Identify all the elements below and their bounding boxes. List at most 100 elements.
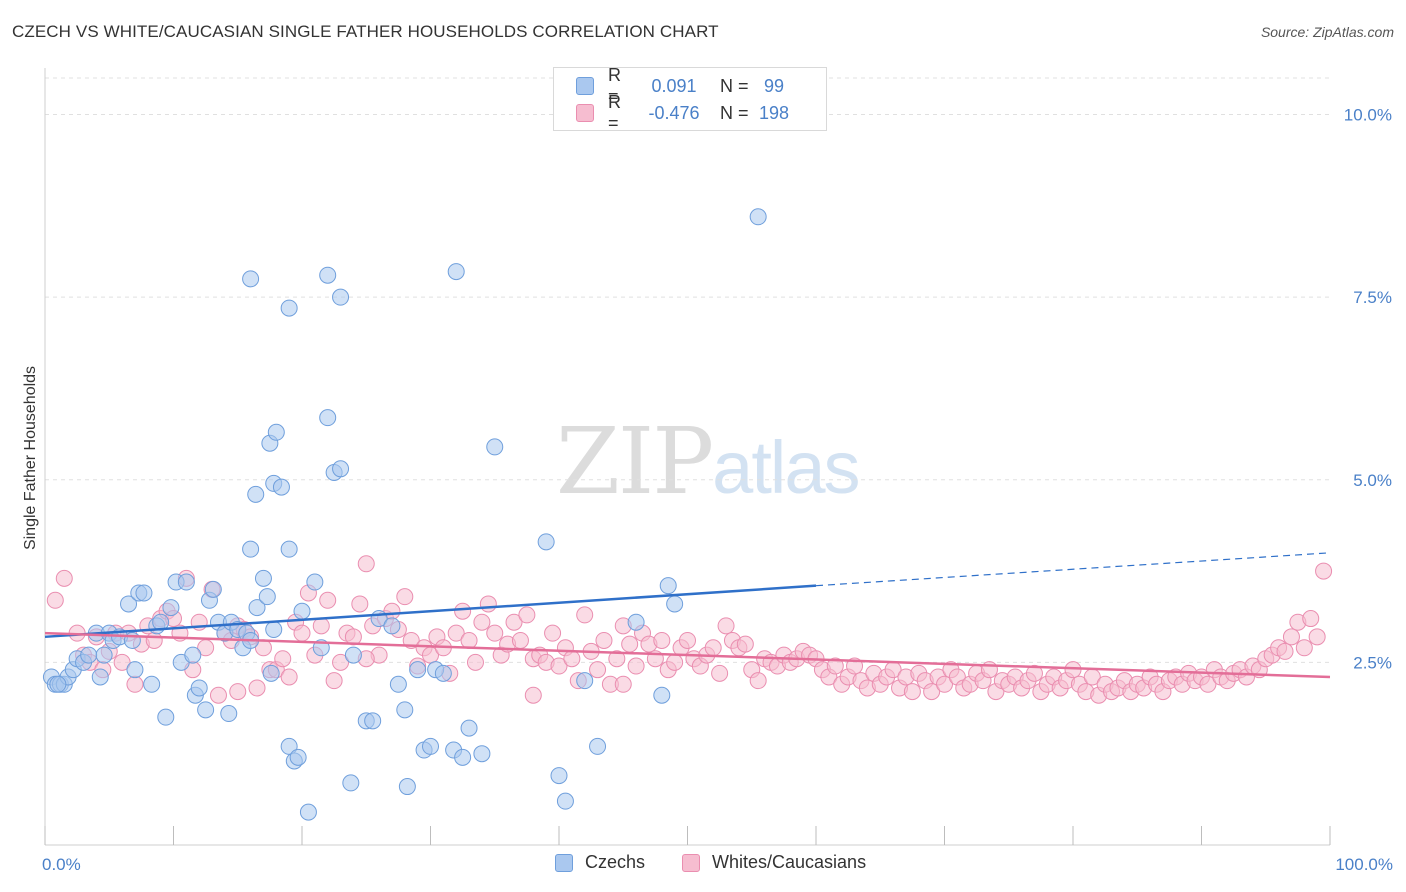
legend-n-label: N = [720,102,749,123]
white-point [614,675,632,693]
legend-r-label: R = [608,65,621,106]
legend-item-whites[interactable]: Whites/Caucasians [682,852,866,873]
czech-point [220,705,238,723]
white-point [589,661,607,679]
czech-point [589,737,607,755]
czech-point [396,701,414,719]
czech-point [460,719,478,737]
czech-point [659,577,677,595]
white-point [518,606,536,624]
white-point [711,664,729,682]
y-tick-label: 2.5% [1353,653,1392,672]
czech-trend-extension [815,552,1331,587]
czech-swatch-icon [576,77,594,95]
white-point [473,613,491,631]
czech-point [262,664,280,682]
white-point [923,683,941,701]
czech-point [550,767,568,785]
czech-point [319,266,337,284]
watermark-zip: ZIP [556,408,714,515]
white-point [325,672,343,690]
white-point [396,588,414,606]
czech-point [454,748,472,766]
watermark: ZIPatlas [556,408,860,515]
white-point [1315,562,1333,580]
legend-row-czechs: R = 0.091 N = 99 [576,65,794,106]
white-point [55,569,73,587]
czech-point [289,748,307,766]
legend-row-whites: R = -0.476 N = 198 [576,92,794,133]
czech-point [258,588,276,606]
czech-point [332,460,350,478]
czech-point [248,599,266,617]
legend-n-value: 198 [758,102,790,123]
white-point [576,606,594,624]
white-point [280,668,298,686]
white-point [505,613,523,631]
legend-item-czechs[interactable]: Czechs [555,852,645,873]
white-point [479,595,497,613]
x-tick-label: 100.0% [1335,855,1393,874]
white-point [679,631,696,649]
white-point [1199,675,1217,693]
czech-point [49,675,67,693]
white-point [936,675,953,693]
czech-point [383,617,401,635]
czech-point [319,409,337,427]
czech-point [473,745,491,763]
white-point [1064,661,1082,679]
czech-point [486,438,504,456]
czech-point [364,712,382,730]
czech-point [184,646,202,664]
legend-label-czechs: Czechs [585,852,646,872]
czech-point [344,646,362,664]
white-point [544,624,562,642]
czech-point [576,672,594,690]
white-point [550,657,568,675]
white-point [357,555,375,573]
czech-point [247,485,265,503]
czech-point [409,661,427,679]
czech-point [293,602,311,620]
white-point [653,631,671,649]
white-point [595,631,613,649]
czech-point [299,803,317,821]
white-point [126,675,144,693]
czech-point [272,478,290,496]
legend-r-value: -0.476 [648,102,700,123]
czech-points [42,208,767,821]
czech-point [280,540,298,558]
czech-swatch-icon [555,853,573,872]
white-point [466,653,484,671]
watermark-atlas: atlas [712,426,860,509]
czech-point [447,263,465,281]
white-point [113,653,131,671]
legend-n-value: 99 [763,75,785,96]
legend-n-label: N = [720,75,749,96]
y-tick-label: 10.0% [1344,106,1392,125]
legend-r-label: R = [608,92,621,133]
white-point [826,657,844,675]
white-point [563,650,581,668]
white-point [312,617,330,635]
y-tick-label: 5.0% [1353,471,1392,490]
czech-point [749,208,767,226]
czech-trend-line [44,584,817,639]
czech-point [197,701,215,719]
czech-point [332,288,350,306]
white-point [1025,664,1043,682]
legend-label-whites: Whites/Caucasians [712,852,867,872]
white-point [1276,642,1294,660]
czech-point [627,613,645,631]
white-point [1282,628,1300,646]
white-point [332,653,350,671]
tick-labels: 2.5% 5.0% 7.5% 10.0% 0.0% 100.0% [42,106,1393,874]
czech-point [190,679,208,697]
stats-legend: R = 0.091 N = 99 R = -0.476 N = 198 [553,65,827,133]
white-point [229,683,247,701]
czech-point [280,299,298,317]
gridlines [45,77,1330,663]
white-point [524,686,542,704]
y-axis-label: Single Father Households [22,366,39,550]
